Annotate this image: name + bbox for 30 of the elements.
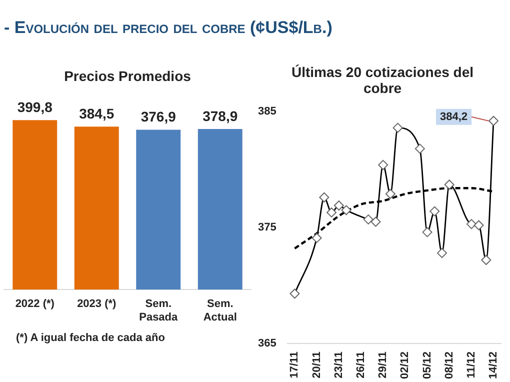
data-label: 378,9 [202, 108, 238, 124]
x-tick-label: 17/11 [288, 351, 301, 378]
bar [12, 120, 58, 290]
data-label: 384,5 [79, 105, 114, 122]
bar [136, 130, 181, 290]
x-tick-label: 23/11 [332, 351, 345, 378]
bar [74, 126, 119, 290]
annotation: 384,2 [440, 110, 468, 123]
x-tick-label: 2022 (*) [15, 298, 55, 310]
x-tick-label: 20/11 [310, 351, 323, 378]
chart-title: - Evolución del precio del cobre (¢US$/Lb.) [4, 18, 332, 38]
y-tick-label: 385 [258, 106, 276, 118]
x-tick-label: Sem. Actual [203, 298, 237, 324]
text: (*) A igual fecha de cada año [16, 332, 166, 344]
x-tick-label: 08/12 [443, 351, 456, 380]
x-tick-label: 02/12 [399, 351, 412, 380]
y-tick-label: 365 [258, 338, 276, 350]
y-tick-label: 375 [258, 222, 276, 234]
x-tick-label: 14/12 [488, 351, 500, 380]
x-tick-label: 29/11 [377, 351, 390, 378]
x-tick-label: 05/12 [421, 351, 434, 380]
x-tick-label: Sem. Pasada [139, 298, 179, 324]
x-tick-label: 2023 (*) [77, 298, 117, 310]
data-label: 376,9 [140, 108, 176, 125]
x-tick-label: 26/11 [355, 351, 368, 378]
x-tick-label: 11/12 [465, 351, 478, 378]
chart-title: Últimas 20 cotizaciones del cobre [290, 63, 475, 98]
chart-subtitle: Precios Promedios [63, 67, 192, 86]
data-label: 399,8 [17, 98, 53, 115]
bar [198, 128, 242, 290]
